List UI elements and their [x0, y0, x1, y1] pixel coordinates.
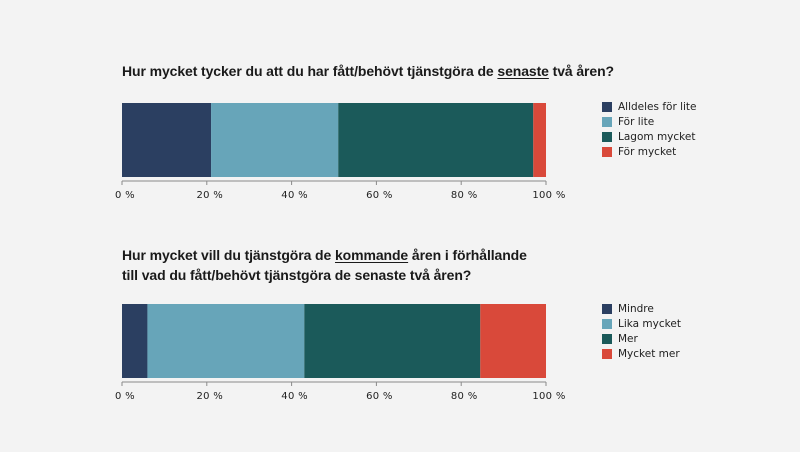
legend-item: Alldeles för lite [602, 99, 697, 114]
chart-1-legend: Alldeles för lite För lite Lagom mycket För… [602, 99, 697, 159]
chart-2-legend: Mindre Lika mycket Mer Mycket mer [602, 301, 681, 361]
bar-segment-4 [480, 304, 546, 378]
x-tick-label: 20 % [196, 190, 223, 201]
chart-1-title-line: Hur mycket tycker du att du har fått/beh… [122, 61, 614, 81]
chart-2-title-line-2: till vad du fått/behövt tjänstgöra de se… [122, 265, 527, 285]
chart-2-title-part: till vad du fått/behövt tjänstgöra de se… [122, 267, 472, 283]
chart-2-title-part: Hur mycket vill du tjänstgöra de [122, 247, 335, 263]
legend-item: Lagom mycket [602, 129, 697, 144]
legend-item: Lika mycket [602, 316, 681, 331]
legend-swatch [602, 146, 612, 157]
x-tick-label: 0 % [115, 190, 135, 201]
chart-2-title-line-1: Hur mycket vill du tjänstgöra de kommand… [122, 245, 527, 265]
x-tick-label: 40 % [281, 190, 308, 201]
chart-2-title: Hur mycket vill du tjänstgöra de kommand… [122, 245, 527, 285]
bar-segment-4 [533, 103, 546, 177]
legend-item: För mycket [602, 144, 697, 159]
chart-1-title-underlined: senaste [497, 63, 549, 79]
x-tick-label: 80 % [451, 391, 478, 402]
x-tick-label: 100 % [532, 391, 565, 402]
legend-item: Mindre [602, 301, 681, 316]
chart-2-title-part: åren i förhållande [408, 247, 527, 263]
legend-swatch [602, 333, 612, 344]
x-tick-label: 80 % [451, 190, 478, 201]
legend-label: Lagom mycket [618, 130, 696, 143]
legend-label: För lite [618, 115, 655, 128]
legend-swatch [602, 131, 612, 142]
x-tick-label: 0 % [115, 391, 135, 402]
x-tick-label: 20 % [196, 391, 223, 402]
chart-2-plot: 0 % 20 % 40 % 60 % 80 % 100 % [115, 304, 565, 402]
chart-1-plot: 0 % 20 % 40 % 60 % 80 % 100 % [115, 103, 565, 201]
chart-2-title-underlined: kommande [334, 247, 409, 263]
legend-label: För mycket [618, 145, 677, 158]
legend-label: Alldeles för lite [618, 100, 697, 113]
chart-1-title: Hur mycket tycker du att du har fått/beh… [122, 61, 614, 81]
legend-label: Mindre [618, 302, 654, 315]
legend-item: Mycket mer [602, 346, 681, 361]
chart-1-title-part: två åren? [548, 63, 614, 79]
legend-label: Mer [618, 332, 638, 345]
bar-segment-2 [211, 103, 339, 177]
legend-swatch [602, 116, 612, 127]
legend-swatch [602, 303, 612, 314]
legend-item: För lite [602, 114, 697, 129]
chart-1-title-part: Hur mycket tycker du att du har fått/beh… [122, 63, 498, 79]
bar-segment-3 [304, 304, 481, 378]
bar-segment-1 [122, 304, 148, 378]
legend-label: Mycket mer [618, 347, 680, 360]
x-tick-label: 100 % [532, 190, 565, 201]
x-tick-label: 60 % [366, 391, 393, 402]
legend-swatch [602, 101, 612, 112]
bar-segment-3 [338, 103, 534, 177]
legend-swatch [602, 348, 612, 359]
bar-segment-2 [147, 304, 305, 378]
bar-segment-1 [122, 103, 212, 177]
legend-item: Mer [602, 331, 681, 346]
legend-swatch [602, 318, 612, 329]
legend-label: Lika mycket [618, 317, 681, 330]
x-tick-label: 40 % [281, 391, 308, 402]
x-tick-label: 60 % [366, 190, 393, 201]
